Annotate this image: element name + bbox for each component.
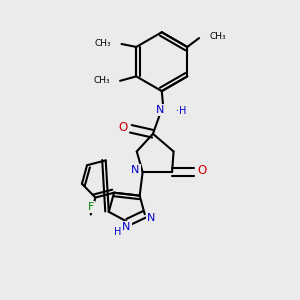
Text: ·H: ·H — [176, 106, 186, 116]
Text: O: O — [118, 121, 127, 134]
Text: CH₃: CH₃ — [93, 76, 110, 85]
Text: CH₃: CH₃ — [209, 32, 226, 41]
Text: O: O — [198, 164, 207, 177]
Text: N: N — [131, 165, 140, 175]
Text: H: H — [114, 226, 121, 237]
Text: N: N — [147, 213, 155, 223]
Text: N: N — [122, 222, 130, 233]
Text: N: N — [156, 105, 164, 115]
Text: CH₃: CH₃ — [94, 40, 111, 49]
Text: F: F — [88, 202, 94, 212]
